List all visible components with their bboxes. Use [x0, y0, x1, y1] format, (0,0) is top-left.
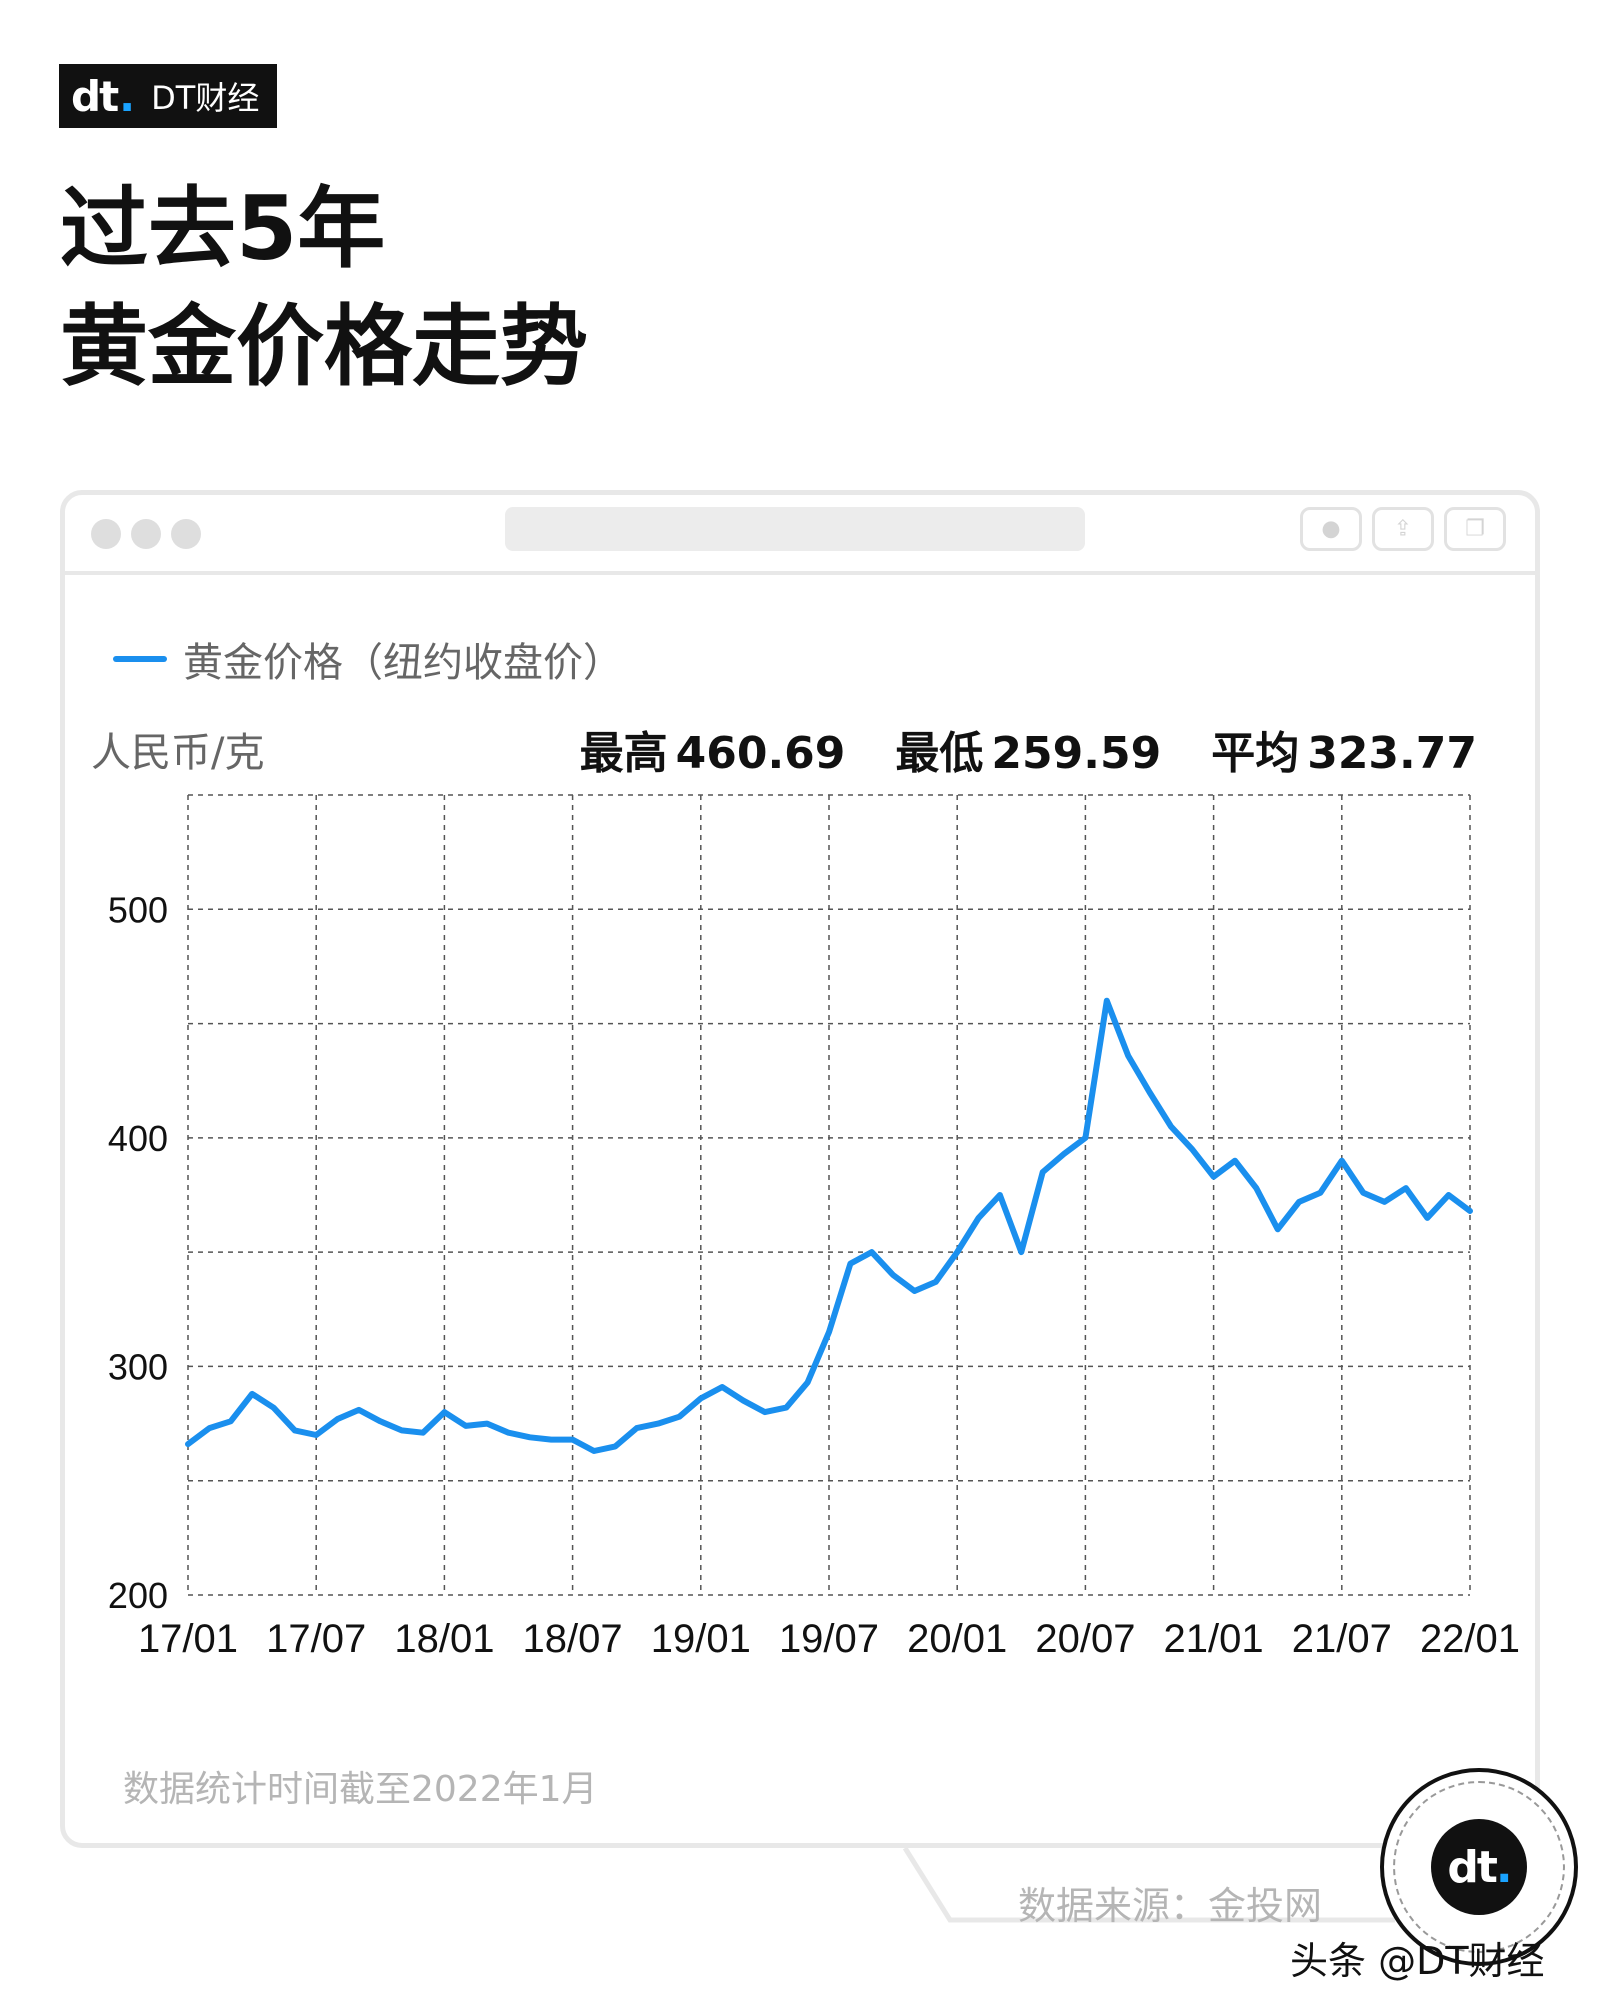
window-titlebar: ● ⇪ ❐ [65, 495, 1535, 575]
x-tick-label: 19/01 [651, 1617, 751, 1661]
x-tick-label: 20/07 [1035, 1617, 1135, 1661]
brand-logo: dt. DT财经 [59, 64, 277, 128]
x-tick-label: 17/01 [138, 1617, 238, 1661]
brand-name: DT财经 [151, 79, 260, 117]
x-tick-label: 18/01 [394, 1617, 494, 1661]
y-tick-label: 400 [108, 1118, 168, 1159]
page-title-line-1: 过去5年 [60, 177, 386, 280]
brand-circle-logo: dt. [1380, 1768, 1578, 1966]
close-icon[interactable] [91, 519, 121, 549]
data-note: 数据统计时间截至2022年1月 [123, 1769, 598, 1810]
share-icon[interactable]: ⇪ [1372, 507, 1434, 551]
address-bar[interactable] [505, 507, 1085, 551]
stat-max: 最高 460.69 [579, 728, 846, 779]
x-tick-label: 20/01 [907, 1617, 1007, 1661]
stats-row: 最高 460.69 最低 259.59 平均 323.77 [580, 717, 1477, 781]
y-tick-label: 500 [108, 889, 168, 930]
y-unit-label: 人民币/克 [91, 730, 265, 776]
x-tick-label: 17/07 [266, 1617, 366, 1661]
chart-window: ● ⇪ ❐ 黄金价格（纽约收盘价） 人民币/克 最高 460.69 最低 259.5… [60, 490, 1540, 1848]
x-tick-label: 21/07 [1292, 1617, 1392, 1661]
chart-legend: 黄金价格（纽约收盘价） [113, 630, 623, 688]
x-tick-label: 19/07 [779, 1617, 879, 1661]
data-source: 数据来源：金投网 [1018, 1884, 1323, 1928]
footer-credit: 头条 @DT财经 [1290, 1939, 1545, 1983]
page-title: 过去5年 黄金价格走势 [60, 170, 588, 406]
x-tick-label: 21/01 [1164, 1617, 1264, 1661]
record-icon[interactable]: ● [1300, 507, 1362, 551]
brand-mark: dt. [71, 71, 135, 121]
legend-swatch [113, 656, 167, 662]
y-tick-label: 200 [108, 1575, 168, 1616]
minimize-icon[interactable] [131, 519, 161, 549]
copy-icon[interactable]: ❐ [1444, 507, 1506, 551]
stat-avg: 平均 323.77 [1211, 728, 1477, 779]
page-title-line-2: 黄金价格走势 [60, 295, 589, 398]
block-icon[interactable] [171, 519, 201, 549]
stat-min: 最低 259.59 [895, 728, 1162, 779]
legend-label: 黄金价格（纽约收盘价） [183, 640, 623, 686]
y-tick-label: 300 [108, 1346, 168, 1387]
x-tick-label: 22/01 [1420, 1617, 1520, 1661]
series-line-gold-price [185, 997, 1473, 1454]
x-tick-label: 18/07 [523, 1617, 623, 1661]
